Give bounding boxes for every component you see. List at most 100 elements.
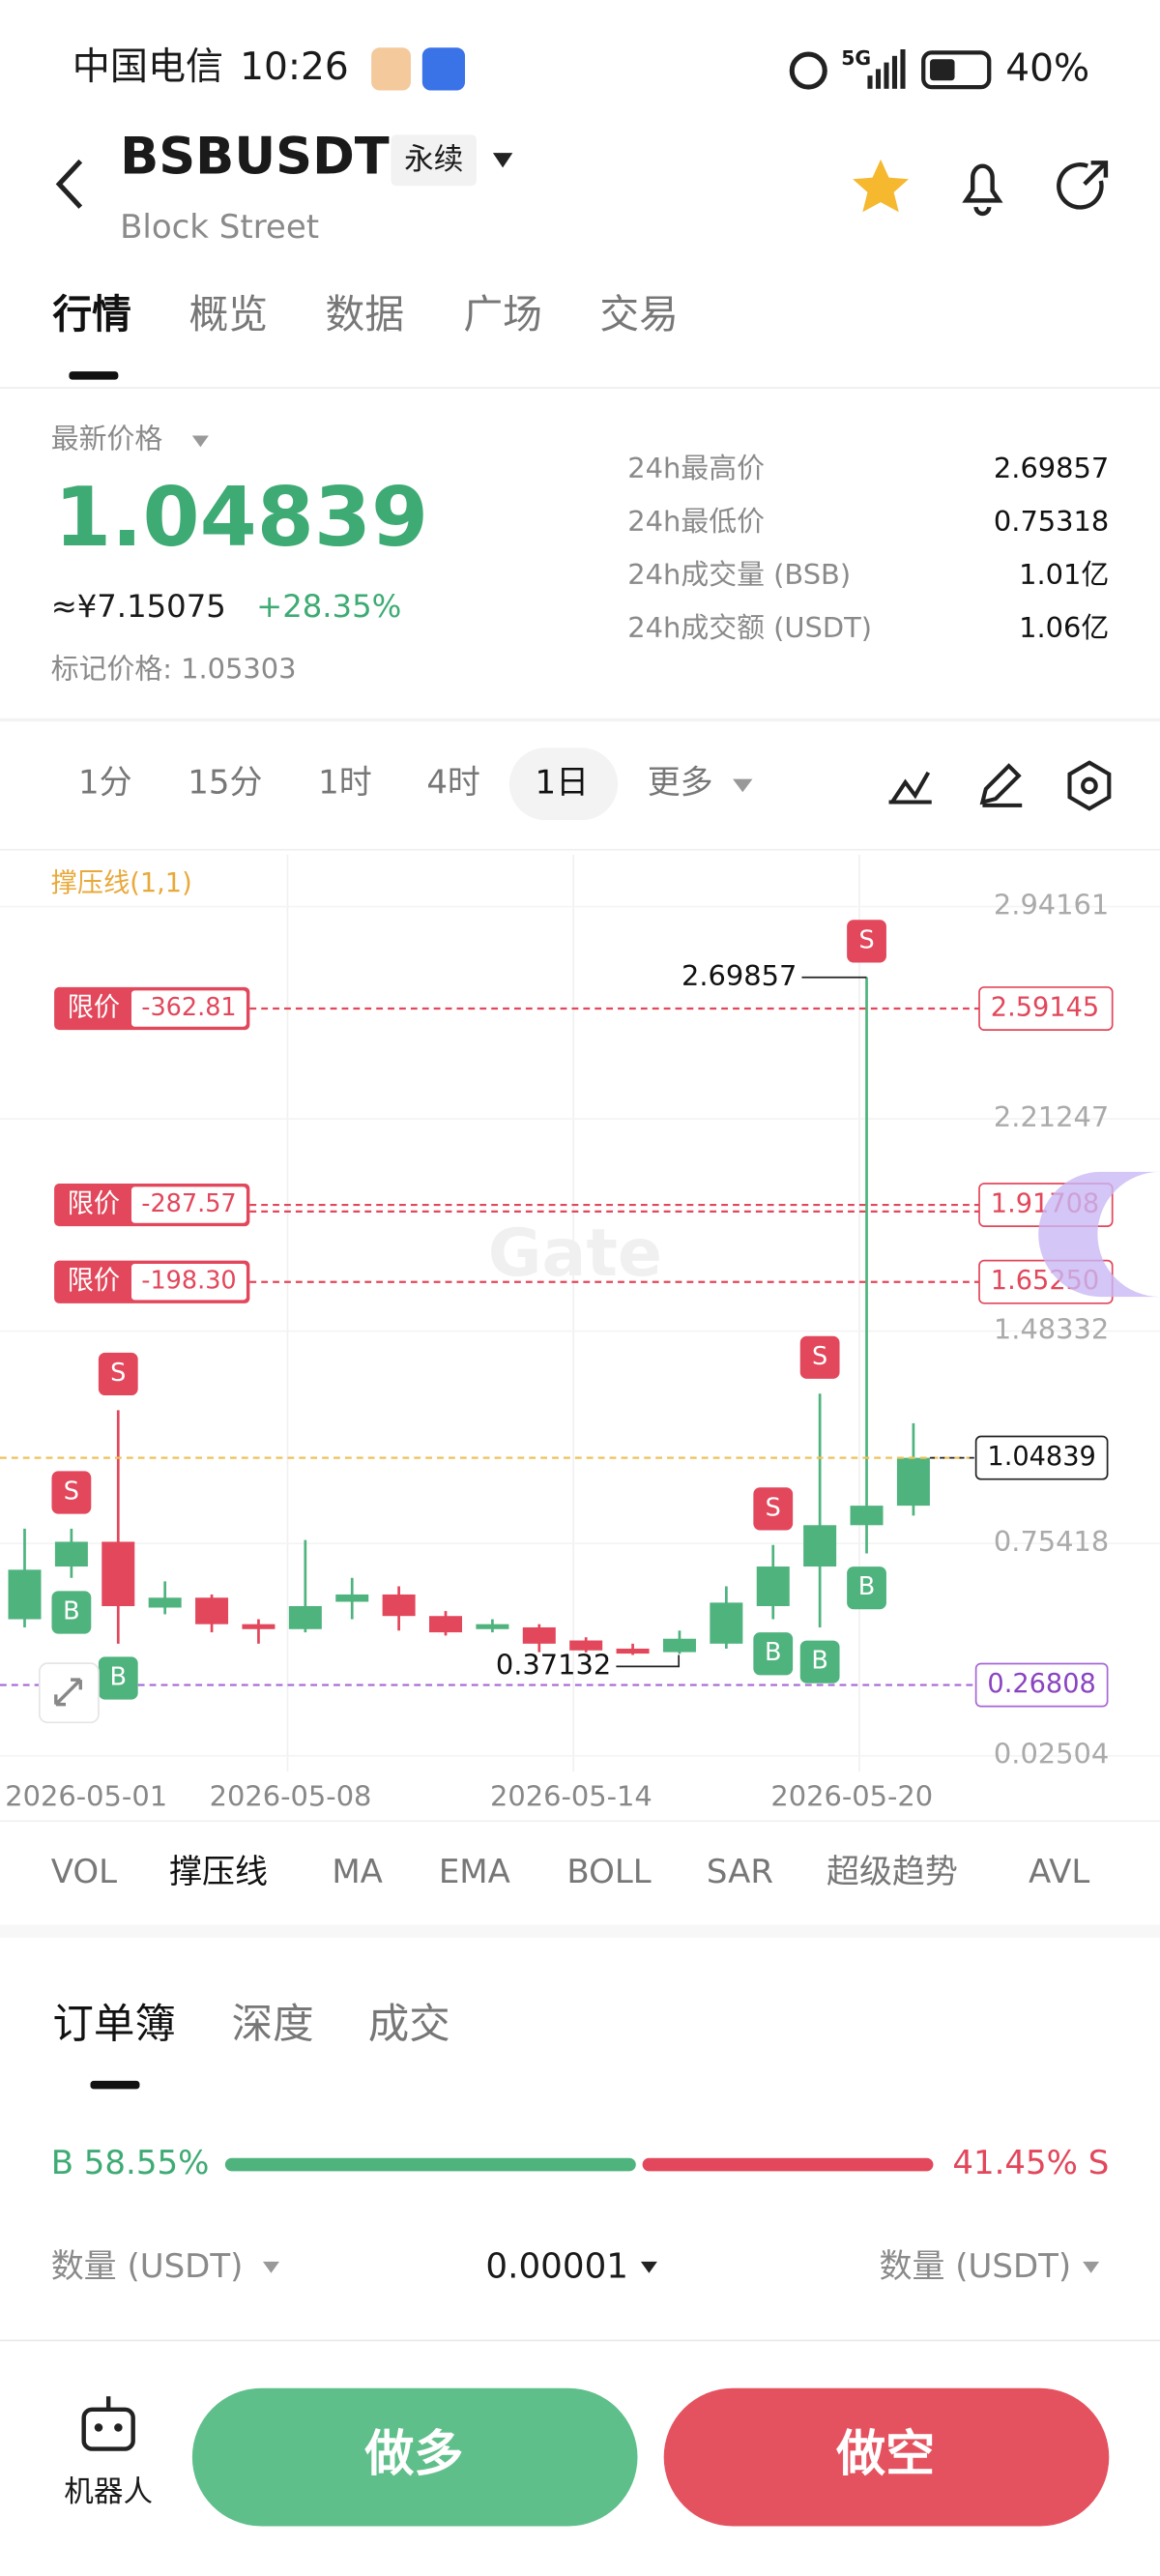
- candle-body: [522, 1626, 556, 1644]
- candle-body: [803, 1525, 837, 1567]
- network: 5G: [841, 46, 871, 70]
- settings-dot: [1081, 776, 1098, 795]
- dropdown-arrow[interactable]: [640, 2261, 657, 2273]
- support-label-box: [974, 1662, 1109, 1708]
- long-label[interactable]: 做多: [363, 2426, 463, 2483]
- order-type[interactable]: 限价: [68, 1266, 120, 1296]
- order-qty-box: [130, 990, 246, 1027]
- order-type[interactable]: 限价: [68, 1189, 120, 1219]
- stat-value: 1.06亿: [1019, 611, 1109, 644]
- buy-marker-box: [98, 1656, 138, 1700]
- symbol-dropdown[interactable]: [492, 153, 513, 168]
- indicator-tool[interactable]: [888, 771, 932, 805]
- candle-body: [710, 1602, 743, 1644]
- short-label[interactable]: 做空: [835, 2426, 935, 2483]
- favorite-star[interactable]: [853, 159, 909, 213]
- left-column: 数量 (USDT): [51, 2247, 244, 2286]
- watermark: Gate: [488, 1215, 662, 1292]
- sell-marker-box: [847, 920, 886, 963]
- order-qty-box: [130, 1264, 246, 1301]
- sell-marker-box: [753, 1487, 794, 1531]
- interval[interactable]: 更多: [648, 763, 713, 802]
- indicator-tab[interactable]: BOLL: [566, 1853, 651, 1891]
- tab[interactable]: 数据: [326, 291, 405, 337]
- indicator-tab[interactable]: SAR: [707, 1853, 773, 1891]
- buy-marker: B: [811, 1647, 827, 1676]
- draw-tool[interactable]: [979, 763, 1023, 807]
- candle-body: [429, 1616, 463, 1633]
- order-qty: -198.30: [141, 1267, 236, 1296]
- interval[interactable]: 1时: [318, 763, 372, 802]
- settings[interactable]: [1067, 760, 1112, 811]
- cny-price: ≈¥7.15075: [51, 588, 226, 625]
- assistant-bubble[interactable]: [1038, 1171, 1160, 1298]
- y-tick-label: 0.02504: [994, 1738, 1109, 1771]
- robot-label[interactable]: 机器人: [64, 2475, 153, 2509]
- expand-icon: [54, 1678, 82, 1707]
- candle-body: [476, 1624, 509, 1629]
- alert-bell[interactable]: [962, 163, 1003, 217]
- buy-marker: B: [110, 1663, 127, 1692]
- candle-body: [850, 1506, 884, 1526]
- buy-marker-box: [799, 1640, 840, 1683]
- dropdown-arrow[interactable]: [733, 778, 753, 793]
- candle-body: [8, 1569, 42, 1620]
- y-tick-label: 2.21247: [994, 1100, 1109, 1133]
- order-type[interactable]: 限价: [68, 993, 120, 1023]
- robot-eye: [114, 2423, 123, 2432]
- interval[interactable]: 4时: [426, 763, 480, 802]
- tab[interactable]: 概览: [188, 291, 268, 337]
- indicator-tab[interactable]: VOL: [51, 1853, 117, 1891]
- candle-body: [896, 1457, 930, 1507]
- share-button[interactable]: [1057, 161, 1109, 210]
- orderbook-tab[interactable]: 订单簿: [52, 2001, 175, 2048]
- dropdown-arrow[interactable]: [1083, 2261, 1100, 2273]
- sell-marker: S: [812, 1342, 827, 1371]
- order-qty: -287.57: [141, 1189, 236, 1218]
- robot-icon[interactable]: [81, 2396, 135, 2451]
- high-annotation: 2.69857: [682, 959, 797, 992]
- dropdown-arrow[interactable]: [262, 2261, 279, 2273]
- sell-marker-box: [98, 1352, 138, 1396]
- back-button[interactable]: [55, 159, 83, 209]
- battery-level: [930, 59, 955, 81]
- indicator-tab[interactable]: 超级趋势: [826, 1853, 958, 1891]
- stat-label: 24h成交额 (USDT): [627, 611, 872, 644]
- sell-marker: S: [110, 1359, 126, 1388]
- orderbook-tab[interactable]: 成交: [368, 2001, 450, 2048]
- stat-label: 24h最高价: [627, 452, 765, 484]
- orderbook-tab[interactable]: 深度: [232, 2001, 314, 2048]
- tab[interactable]: 交易: [599, 291, 679, 337]
- indicator-tab[interactable]: AVL: [1029, 1853, 1089, 1891]
- sell-marker: S: [64, 1478, 79, 1507]
- stat-label: 24h成交量 (BSB): [627, 558, 851, 591]
- dropdown-arrow[interactable]: [191, 435, 209, 448]
- expand-button[interactable]: [38, 1662, 100, 1724]
- indicator-label: 撑压线(1,1): [51, 868, 192, 898]
- buy-marker-box: [51, 1591, 92, 1634]
- right-column: 数量 (USDT): [880, 2247, 1072, 2286]
- tab[interactable]: 行情: [52, 291, 131, 337]
- precision[interactable]: 0.00001: [485, 2247, 628, 2287]
- battery-icon: [921, 50, 992, 90]
- interval[interactable]: 1日: [535, 763, 589, 802]
- low-annotation-line: [616, 1654, 681, 1668]
- candle-body: [102, 1541, 135, 1606]
- buy-marker: B: [765, 1638, 781, 1667]
- change: +28.35%: [256, 588, 401, 625]
- indicator-tab[interactable]: 撑压线: [169, 1853, 268, 1891]
- indicator-tab[interactable]: MA: [332, 1853, 383, 1891]
- sell-ratio-bar: [642, 2157, 934, 2172]
- candle-body: [195, 1597, 229, 1625]
- short-button[interactable]: [663, 2387, 1110, 2527]
- tab[interactable]: 广场: [463, 291, 542, 337]
- long-button[interactable]: [191, 2387, 638, 2527]
- interval[interactable]: 15分: [188, 763, 262, 802]
- indicator-tab[interactable]: EMA: [439, 1853, 510, 1891]
- sell-ratio: 41.45% S: [952, 2144, 1109, 2182]
- candle-body: [335, 1594, 369, 1602]
- interval[interactable]: 1分: [78, 763, 132, 802]
- stat-value: 1.01亿: [1019, 558, 1109, 591]
